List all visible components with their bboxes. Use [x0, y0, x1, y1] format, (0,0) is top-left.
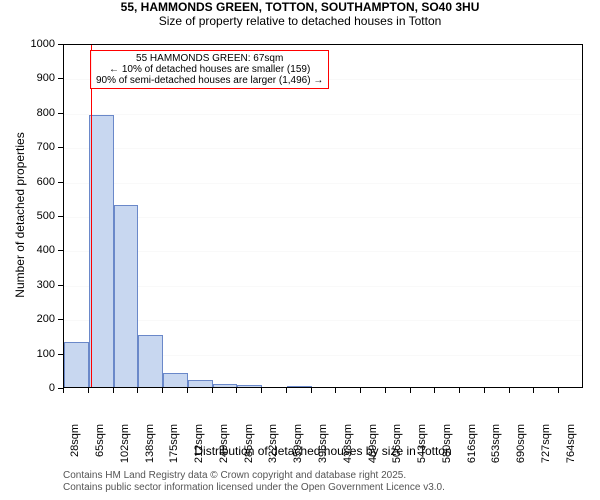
x-tick-label: 543sqm: [416, 424, 428, 464]
x-tick: [410, 388, 411, 393]
grid-line: [64, 114, 582, 115]
marker-line: [91, 45, 92, 387]
x-tick: [187, 388, 188, 393]
grid-line: [64, 286, 582, 287]
histogram-bar: [89, 115, 114, 387]
x-tick-label: 138sqm: [144, 424, 156, 464]
chart-title: 55, HAMMONDS GREEN, TOTTON, SOUTHAMPTON,…: [0, 0, 600, 14]
x-tick-label: 212sqm: [193, 424, 205, 464]
x-tick-label: 28sqm: [69, 424, 81, 464]
grid-line: [64, 183, 582, 184]
x-tick-label: 359sqm: [292, 424, 304, 464]
grid-line: [64, 148, 582, 149]
footer-line: Contains HM Land Registry data © Crown c…: [63, 470, 445, 482]
histogram-bar: [138, 335, 163, 387]
x-tick-label: 249sqm: [218, 424, 230, 464]
footer-text: Contains HM Land Registry data © Crown c…: [63, 470, 445, 494]
x-tick: [385, 388, 386, 393]
grid-line: [64, 217, 582, 218]
y-tick-label: 500: [0, 210, 55, 222]
y-tick-label: 700: [0, 141, 55, 153]
y-tick: [58, 113, 63, 114]
y-tick-label: 0: [0, 382, 55, 394]
x-tick: [484, 388, 485, 393]
x-tick-label: 616sqm: [466, 424, 478, 464]
y-tick: [58, 147, 63, 148]
y-tick: [58, 250, 63, 251]
x-tick-label: 65sqm: [94, 424, 106, 464]
y-tick: [58, 285, 63, 286]
footer-line: Contains public sector information licen…: [63, 482, 445, 494]
grid-line: [64, 251, 582, 252]
x-tick: [212, 388, 213, 393]
x-tick-label: 653sqm: [490, 424, 502, 464]
histogram-bar: [163, 373, 188, 387]
x-tick: [63, 388, 64, 393]
histogram-bar: [188, 380, 213, 387]
y-tick-label: 800: [0, 107, 55, 119]
y-tick: [58, 78, 63, 79]
y-tick-label: 100: [0, 348, 55, 360]
x-tick: [459, 388, 460, 393]
histogram-bar: [237, 385, 262, 387]
x-tick-label: 469sqm: [367, 424, 379, 464]
x-tick-label: 764sqm: [565, 424, 577, 464]
x-tick-label: 690sqm: [515, 424, 527, 464]
grid-line: [64, 320, 582, 321]
x-tick: [335, 388, 336, 393]
annotation-line: 55 HAMMONDS GREEN: 67sqm: [96, 53, 323, 64]
x-tick-label: 727sqm: [540, 424, 552, 464]
histogram-bar: [114, 205, 139, 387]
histogram-bar: [287, 386, 312, 387]
histogram-bar: [213, 384, 238, 387]
chart-subtitle: Size of property relative to detached ho…: [0, 14, 600, 28]
x-tick: [533, 388, 534, 393]
plot-area: [63, 44, 583, 388]
x-tick: [162, 388, 163, 393]
x-tick: [434, 388, 435, 393]
annotation-line: ← 10% of detached houses are smaller (15…: [96, 64, 323, 75]
y-tick: [58, 216, 63, 217]
y-tick-label: 600: [0, 176, 55, 188]
y-tick-label: 200: [0, 313, 55, 325]
x-tick-label: 322sqm: [267, 424, 279, 464]
x-tick: [311, 388, 312, 393]
x-tick-label: 102sqm: [119, 424, 131, 464]
y-tick: [58, 319, 63, 320]
y-tick: [58, 44, 63, 45]
x-tick: [236, 388, 237, 393]
x-tick: [88, 388, 89, 393]
x-tick-label: 506sqm: [391, 424, 403, 464]
x-tick: [113, 388, 114, 393]
x-tick: [286, 388, 287, 393]
y-tick-label: 1000: [0, 38, 55, 50]
x-tick-label: 433sqm: [342, 424, 354, 464]
y-tick-label: 400: [0, 244, 55, 256]
x-tick: [360, 388, 361, 393]
y-tick: [58, 182, 63, 183]
x-tick: [261, 388, 262, 393]
y-tick-label: 300: [0, 279, 55, 291]
histogram-bar: [64, 342, 89, 387]
x-tick: [509, 388, 510, 393]
x-tick-label: 285sqm: [243, 424, 255, 464]
x-tick: [558, 388, 559, 393]
annotation-box: 55 HAMMONDS GREEN: 67sqm← 10% of detache…: [90, 50, 329, 89]
x-tick-label: 175sqm: [168, 424, 180, 464]
x-tick-label: 580sqm: [441, 424, 453, 464]
x-tick: [137, 388, 138, 393]
x-tick-label: 396sqm: [317, 424, 329, 464]
y-tick-label: 900: [0, 72, 55, 84]
y-tick: [58, 354, 63, 355]
annotation-line: 90% of semi-detached houses are larger (…: [96, 75, 323, 86]
